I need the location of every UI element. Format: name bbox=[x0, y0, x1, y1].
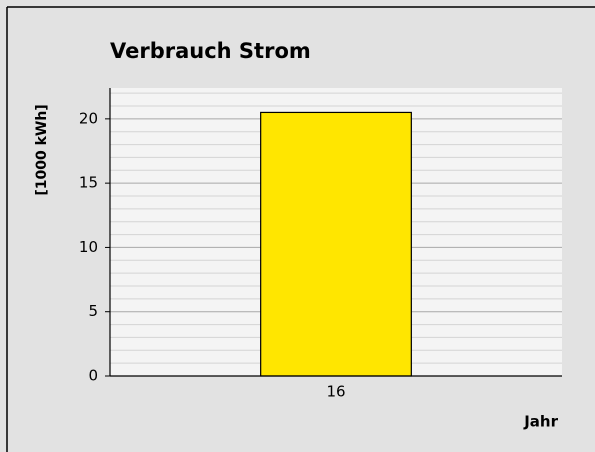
y-axis-label: [1000 kWh] bbox=[34, 104, 50, 195]
y-tick-label: 20 bbox=[79, 109, 98, 127]
y-tick-label: 5 bbox=[88, 302, 98, 320]
bar bbox=[260, 111, 412, 377]
y-tick-label: 0 bbox=[88, 367, 98, 385]
y-tick-label: 10 bbox=[79, 238, 98, 256]
x-tick-label: 16 bbox=[326, 383, 345, 401]
x-axis-label: Jahr bbox=[523, 413, 558, 431]
y-tick-label: 15 bbox=[79, 174, 98, 192]
chart-title: Verbrauch Strom bbox=[110, 39, 311, 63]
